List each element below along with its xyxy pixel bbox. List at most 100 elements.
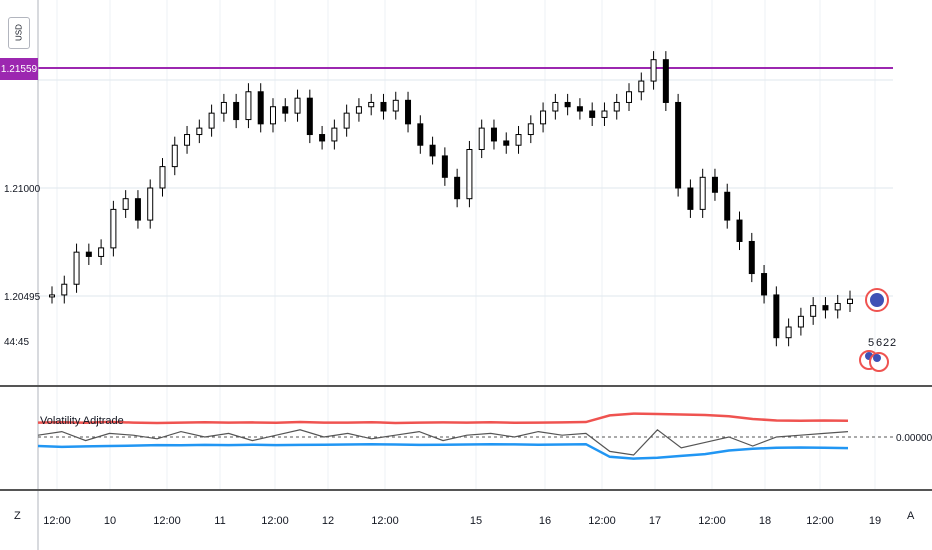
candle-body (564, 101, 571, 108)
candle-body (147, 187, 154, 221)
y-tick-label: 1.20495 (4, 292, 41, 303)
indicator-pane[interactable] (37, 412, 849, 460)
currency-badge[interactable]: USD (8, 17, 30, 49)
candle-body (810, 305, 817, 317)
candle-body (392, 99, 399, 112)
candle-body (331, 127, 338, 142)
candle-body (85, 251, 92, 257)
candle-body (110, 208, 117, 249)
x-tick-label: 12:00 (153, 515, 181, 527)
candle-body (441, 155, 448, 178)
candle-body (98, 247, 105, 257)
event-count: 6 (876, 337, 882, 349)
candle-body (589, 110, 596, 118)
candle-body (515, 134, 522, 146)
candle-body (724, 191, 731, 221)
candlesticks (49, 51, 853, 347)
x-tick-label: 12:00 (261, 515, 289, 527)
candle-body (540, 110, 547, 125)
indicator-series-line (37, 428, 849, 456)
indicator-series-line (37, 442, 849, 460)
eu-flag-icon (870, 293, 884, 307)
candle-body (834, 302, 841, 311)
x-tick-label: 12:00 (588, 515, 616, 527)
x-tick-label: 12 (322, 515, 334, 527)
candle-body (773, 294, 780, 339)
candle-body (73, 251, 80, 285)
candle-body (233, 101, 240, 121)
candle-body (797, 315, 804, 328)
candle-body (417, 123, 424, 146)
candle-body (171, 144, 178, 168)
candle-body (490, 127, 497, 142)
candle-body (343, 112, 350, 129)
x-tick-label: 10 (104, 515, 116, 527)
y-tick-label: 1.21000 (4, 184, 41, 195)
candle-body (748, 240, 755, 275)
event-count: 2 (883, 337, 889, 349)
event-count: 5 (868, 337, 874, 349)
candle-body (269, 106, 276, 125)
candle-body (699, 176, 706, 210)
indicator-title[interactable]: Volatility Adjtrade (40, 415, 124, 427)
x-tick-label: 15 (470, 515, 482, 527)
candle-body (196, 127, 203, 136)
x-tick-label: 19 (869, 515, 881, 527)
vertical-gridlines (56, 0, 876, 490)
us-flag-canton (873, 354, 881, 362)
candle-body (454, 176, 461, 200)
candle-body (282, 106, 289, 114)
candle-body (257, 91, 264, 125)
x-tick-label: 12:00 (806, 515, 834, 527)
indicator-zero-label: 0.00000 (896, 433, 932, 444)
candle-body (650, 59, 657, 82)
candle-body (687, 187, 694, 210)
candle-body (405, 99, 412, 125)
candle-body (49, 294, 55, 298)
candle-body (626, 91, 633, 103)
candle-body (208, 112, 215, 129)
candle-body (466, 149, 473, 200)
x-tick-label: 17 (649, 515, 661, 527)
candle-body (847, 298, 853, 304)
candle-body (159, 166, 166, 189)
economic-event-badges[interactable]: 5 6 2 2 (859, 288, 896, 372)
candle-body (134, 198, 141, 221)
auto-scale-button[interactable]: A (907, 510, 915, 522)
event-count: 2 (890, 337, 896, 349)
indicator-series-line (37, 412, 849, 425)
candle-body (662, 59, 669, 103)
countdown-label: 44:45 (4, 337, 29, 348)
price-tag: 1.21559 (0, 58, 38, 80)
candle-body (822, 305, 829, 311)
candle-body (736, 219, 743, 242)
candle-body (245, 91, 252, 121)
x-tick-label: 11 (214, 515, 225, 527)
candle-body (552, 101, 559, 112)
candle-body (294, 97, 301, 114)
candle-body (527, 123, 534, 136)
candle-body (184, 134, 191, 146)
candle-body (61, 283, 68, 296)
candle-body (429, 144, 436, 157)
candle-body (355, 106, 362, 114)
x-tick-label: 18 (759, 515, 771, 527)
candle-body (638, 80, 645, 93)
x-tick-label: 12:00 (698, 515, 726, 527)
candle-body (306, 97, 313, 136)
candle-body (380, 101, 387, 112)
candle-body (368, 101, 375, 108)
candle-body (478, 127, 485, 151)
zoom-button-left[interactable]: Z (14, 510, 21, 522)
candle-body (761, 273, 768, 296)
candle-body (675, 101, 682, 189)
candle-body (601, 110, 608, 118)
candle-body (785, 326, 792, 339)
candle-body (319, 134, 326, 142)
x-tick-label: 12:00 (371, 515, 399, 527)
candle-body (711, 176, 718, 193)
candle-body (220, 101, 227, 114)
candle-body (576, 106, 583, 112)
time-axis[interactable]: 12:00 10 12:00 11 12:00 12 12:00 15 16 12:00 17 12:… (43, 515, 881, 527)
